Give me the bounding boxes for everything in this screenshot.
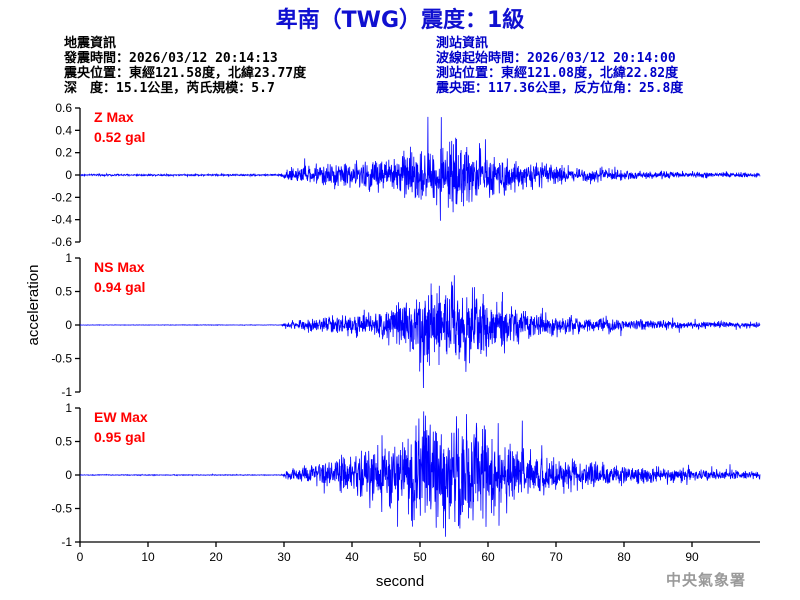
y-tick-label-2-1: -0.5 xyxy=(51,502,72,516)
max-label-component-0: Z Max xyxy=(94,109,134,125)
y-tick-label-1-1: -0.5 xyxy=(51,352,72,366)
y-tick-label-1-0: -1 xyxy=(61,385,72,399)
depth-magnitude: 深 度：15.1公里，芮氏規模：5.7 xyxy=(64,81,275,96)
y-axis-label: acceleration xyxy=(25,265,42,346)
earthquake-info-heading: 地震資訊 xyxy=(64,36,117,51)
y-tick-label-2-4: 1 xyxy=(65,401,72,415)
x-tick-label-4: 40 xyxy=(345,550,359,564)
max-label-value-2: 0.95 gal xyxy=(94,429,145,445)
y-tick-label-0-6: 0.6 xyxy=(55,101,72,115)
x-tick-label-8: 80 xyxy=(617,550,631,564)
y-tick-label-2-0: -1 xyxy=(61,535,72,549)
y-tick-label-0-1: -0.4 xyxy=(51,213,72,227)
y-tick-label-0-0: -0.6 xyxy=(51,235,72,249)
x-tick-label-6: 60 xyxy=(481,550,495,564)
x-tick-label-2: 20 xyxy=(209,550,223,564)
agency-watermark: 中央氣象署 xyxy=(665,571,746,589)
y-tick-label-2-3: 0.5 xyxy=(55,435,72,449)
y-tick-label-1-3: 0.5 xyxy=(55,285,72,299)
waveform-start-time: 波線起始時間：2026/03/12 20:14:00 xyxy=(436,51,676,66)
x-tick-label-7: 70 xyxy=(549,550,563,564)
y-tick-label-0-5: 0.4 xyxy=(55,123,72,137)
earthquake-info: 地震資訊 發震時間：2026/03/12 20:14:13 震央位置：東經121.5… xyxy=(64,36,306,96)
y-tick-label-1-4: 1 xyxy=(65,251,72,265)
y-tick-label-0-2: -0.2 xyxy=(51,190,72,204)
station-info: 測站資訊 波線起始時間：2026/03/12 20:14:00 測站位置：東經121… xyxy=(436,36,683,96)
max-label-value-0: 0.52 gal xyxy=(94,129,145,145)
x-tick-label-1: 10 xyxy=(141,550,155,564)
max-label-component-2: EW Max xyxy=(94,409,148,425)
waveform-trace-1 xyxy=(79,275,761,389)
y-tick-label-0-4: 0.2 xyxy=(55,146,72,160)
epicentral-distance: 震央距：117.36公里，反方位角：25.8度 xyxy=(436,81,684,96)
x-tick-label-9: 90 xyxy=(685,550,699,564)
x-tick-label-0: 0 xyxy=(77,550,84,564)
y-tick-label-1-2: 0 xyxy=(65,318,72,332)
chart-title: 卑南（TWG）震度：1級 xyxy=(275,8,525,33)
origin-time: 發震時間：2026/03/12 20:14:13 xyxy=(64,51,278,66)
y-tick-label-2-2: 0 xyxy=(65,468,72,482)
waveform-trace-0 xyxy=(79,116,761,221)
station-info-heading: 測站資訊 xyxy=(436,36,489,51)
waveform-trace-2 xyxy=(79,411,761,537)
x-axis-label: second xyxy=(376,573,424,590)
max-label-value-1: 0.94 gal xyxy=(94,279,145,295)
x-tick-label-3: 30 xyxy=(277,550,291,564)
epicenter-location: 震央位置：東經121.58度，北緯23.77度 xyxy=(64,66,307,81)
y-tick-label-0-3: 0 xyxy=(65,168,72,182)
max-label-component-1: NS Max xyxy=(94,259,145,275)
x-tick-label-5: 50 xyxy=(413,550,427,564)
station-location: 測站位置：東經121.08度，北緯22.82度 xyxy=(436,66,679,81)
